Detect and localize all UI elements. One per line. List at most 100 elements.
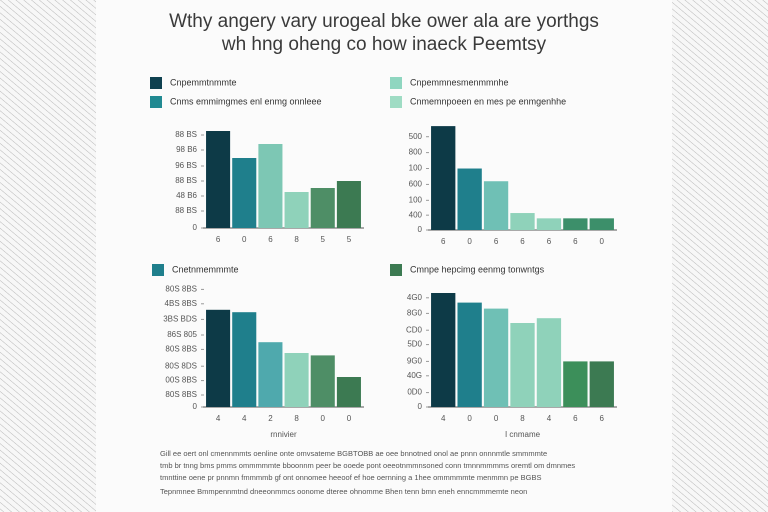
x-tick-label: 8 xyxy=(294,414,299,423)
legend-swatch xyxy=(152,264,164,276)
y-tick-label: 96 BS xyxy=(175,161,197,170)
y-tick-label: 100 xyxy=(409,164,423,173)
y-tick-label: 0 xyxy=(418,225,423,234)
legend-swatch xyxy=(390,264,402,276)
x-tick-label: 8 xyxy=(294,235,299,244)
y-tick-label: 4BS 8BS xyxy=(165,299,197,308)
bar xyxy=(589,361,614,407)
x-tick-label: 6 xyxy=(520,237,525,246)
legend-label: Cnpemmnesmenmmnhe xyxy=(410,77,509,87)
bar xyxy=(284,192,309,228)
side-panel xyxy=(0,0,96,512)
y-tick-label: 48 B6 xyxy=(176,191,197,200)
bar xyxy=(536,218,562,230)
bar xyxy=(206,309,231,407)
x-tick-label: 4 xyxy=(547,414,552,423)
y-tick-label: 8G0 xyxy=(407,309,423,318)
x-tick-label: 6 xyxy=(216,235,221,244)
bar xyxy=(310,188,335,228)
x-axis-label: I cnmame xyxy=(505,430,541,439)
bar xyxy=(232,158,257,228)
x-tick-label: 6 xyxy=(547,237,552,246)
title: wh hng oheng co how inaeck Peemtsy xyxy=(221,34,547,55)
content-panel xyxy=(96,0,672,512)
y-tick-label: 800 xyxy=(409,148,423,157)
y-tick-label: 80S 8BS xyxy=(165,345,197,354)
y-tick-label: 3BS BDS xyxy=(163,315,197,324)
bar xyxy=(589,218,614,230)
bar xyxy=(536,318,562,407)
x-tick-label: 5 xyxy=(347,235,352,244)
x-tick-label: 6 xyxy=(441,237,446,246)
bar xyxy=(336,181,361,228)
y-tick-label: 80S 8DS xyxy=(165,361,197,370)
y-tick-label: 80S 8BS xyxy=(165,390,197,399)
y-tick-label: 0 xyxy=(418,402,423,411)
x-tick-label: 0 xyxy=(600,237,605,246)
x-tick-label: 4 xyxy=(216,414,221,423)
y-tick-label: 600 xyxy=(409,180,423,189)
y-tick-label: 0D0 xyxy=(407,388,422,397)
bar xyxy=(258,144,283,228)
x-tick-label: 6 xyxy=(268,235,273,244)
side-panel xyxy=(672,0,768,512)
bar xyxy=(483,181,509,230)
legend-swatch xyxy=(150,96,162,108)
x-tick-label: 5 xyxy=(321,235,326,244)
footer-text: tmb br tnng bms pmms ommmmmte bboonnm pe… xyxy=(160,461,575,470)
bar xyxy=(284,353,309,407)
footer-text: tmnttine oene pr pnnmn fmmmmb gf ont onn… xyxy=(160,473,541,482)
bar xyxy=(510,213,535,230)
y-tick-label: 88 BS xyxy=(175,130,197,139)
x-tick-label: 4 xyxy=(441,414,446,423)
footer-text: Gill ee oert onl cmennmmts oenline onte … xyxy=(160,449,547,458)
bar xyxy=(258,342,283,407)
x-tick-label: 0 xyxy=(347,414,352,423)
x-tick-label: 0 xyxy=(467,237,472,246)
x-tick-label: 4 xyxy=(242,414,247,423)
y-tick-label: 5D0 xyxy=(407,340,422,349)
y-tick-label: 88 BS xyxy=(175,206,197,215)
title: Wthy angery vary urogeal bke ower ala ar… xyxy=(169,11,599,32)
bar xyxy=(483,308,509,407)
x-tick-label: 0 xyxy=(467,414,472,423)
y-tick-label: 40G xyxy=(407,371,422,380)
x-tick-label: 6 xyxy=(573,237,578,246)
legend-swatch xyxy=(390,77,402,89)
y-tick-label: 0 xyxy=(193,402,198,411)
y-tick-label: 4G0 xyxy=(407,293,423,302)
bar xyxy=(310,355,335,407)
footer-text: Tepnmnee Bmmpennmtnd dneeonmmcs oonome d… xyxy=(160,487,527,496)
y-tick-label: 80S 8BS xyxy=(165,285,197,294)
x-tick-label: 6 xyxy=(573,414,578,423)
bar xyxy=(563,361,588,407)
legend-label: Cnetnmemmmte xyxy=(172,264,239,274)
bar xyxy=(563,218,588,230)
x-tick-label: 0 xyxy=(242,235,247,244)
legend-label: Cnmemnpoeen en mes pe enmgenhhe xyxy=(410,96,566,106)
legend-label: Cmnpe hepcimg eenmg tonwntgs xyxy=(410,264,545,274)
y-tick-label: 00S 8BS xyxy=(165,376,197,385)
legend-swatch xyxy=(390,96,402,108)
bar xyxy=(510,323,535,407)
x-tick-label: 0 xyxy=(494,414,499,423)
y-tick-label: 88 BS xyxy=(175,176,197,185)
x-tick-label: 0 xyxy=(321,414,326,423)
x-tick-label: 2 xyxy=(268,414,273,423)
y-tick-label: 400 xyxy=(409,210,423,219)
bar xyxy=(431,293,456,407)
y-tick-label: 500 xyxy=(409,132,423,141)
x-tick-label: 6 xyxy=(600,414,605,423)
x-tick-label: 8 xyxy=(520,414,525,423)
y-tick-label: 0 xyxy=(193,223,198,232)
bar xyxy=(431,126,456,230)
bar xyxy=(457,168,482,230)
legend-label: Cnms emmimgmes enl enmg onnleee xyxy=(170,96,322,106)
x-axis-label: rnnivier xyxy=(270,430,297,439)
bar xyxy=(206,131,231,228)
x-tick-label: 6 xyxy=(494,237,499,246)
legend-swatch xyxy=(150,77,162,89)
y-tick-label: 100 xyxy=(409,195,423,204)
